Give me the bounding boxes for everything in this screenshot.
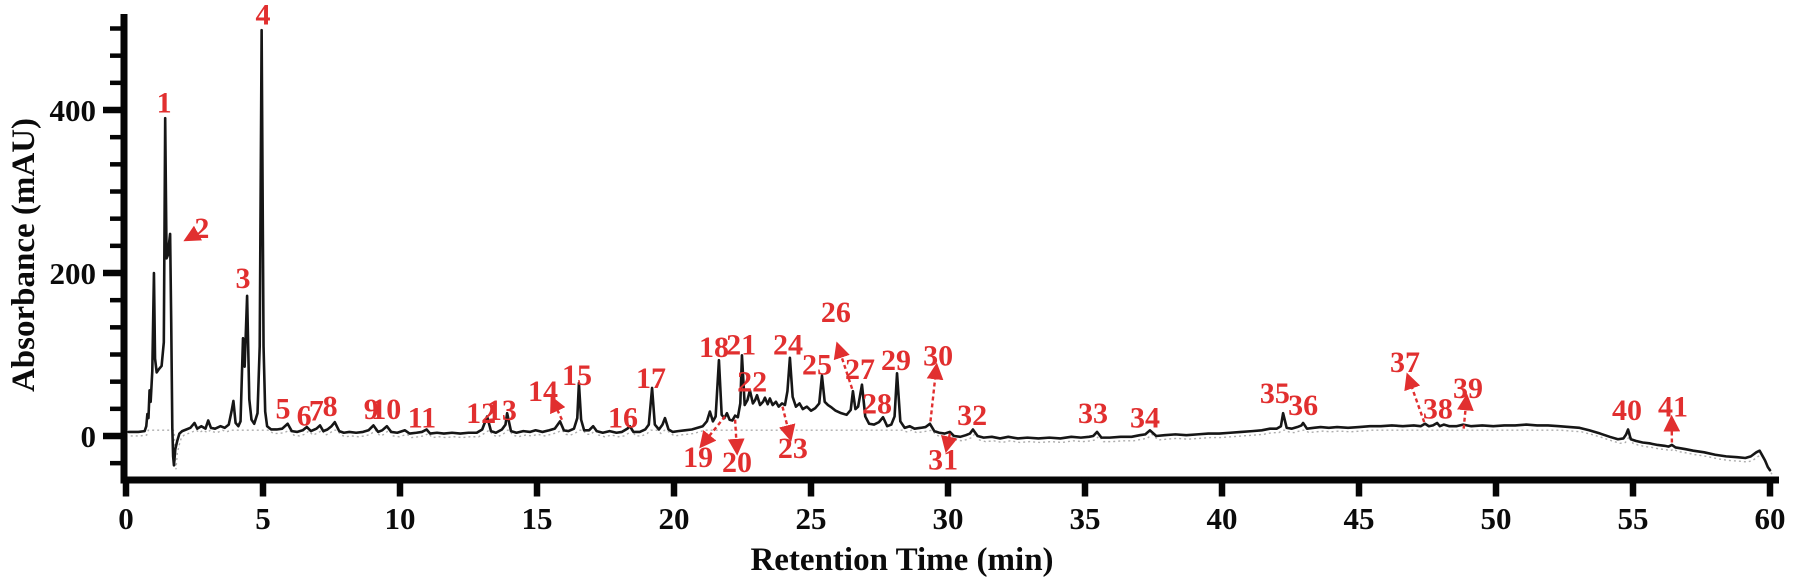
peak-label-1: 1 <box>157 87 172 120</box>
peak-label-19: 19 <box>683 441 713 474</box>
peak-label-22: 22 <box>737 365 767 398</box>
x-tick-label: 5 <box>255 501 271 536</box>
x-tick-label: 55 <box>1618 501 1649 536</box>
peak-label-38: 38 <box>1423 392 1453 425</box>
peak-label-12: 12 <box>466 397 496 430</box>
peak-label-24: 24 <box>773 329 803 362</box>
peak-label-25: 25 <box>802 348 832 381</box>
peak-label-14: 14 <box>528 375 558 408</box>
peak-label-15: 15 <box>562 359 592 392</box>
peak-label-39: 39 <box>1453 372 1483 405</box>
peak-label-17: 17 <box>636 362 666 395</box>
x-tick-label: 50 <box>1481 501 1512 536</box>
peak-arrow-26 <box>833 341 854 390</box>
peak-arrow-2 <box>183 225 203 242</box>
peak-label-40: 40 <box>1612 394 1642 427</box>
peak-label-13: 13 <box>487 394 517 427</box>
peak-arrow-37 <box>1404 372 1426 423</box>
peak-label-37: 37 <box>1390 346 1420 379</box>
x-tick-label: 25 <box>796 501 827 536</box>
trace-layer <box>127 28 1772 472</box>
peak-label-41: 41 <box>1658 391 1688 424</box>
y-tick-label: 400 <box>50 93 97 128</box>
peak-label-7: 7 <box>309 395 324 428</box>
x-tick-label: 10 <box>385 501 416 536</box>
y-axis-title: Absorbance (mAU) <box>6 118 42 392</box>
peak-arrow-19 <box>699 415 726 449</box>
x-tick-label: 30 <box>933 501 964 536</box>
peak-label-21: 21 <box>726 329 756 362</box>
peak-label-33: 33 <box>1078 397 1108 430</box>
peak-label-28: 28 <box>862 387 892 420</box>
peak-arrow-31 <box>941 433 958 454</box>
peak-label-6: 6 <box>297 400 312 433</box>
peak-label-20: 20 <box>722 446 752 479</box>
y-tick-label: 0 <box>81 419 97 454</box>
peak-label-30: 30 <box>923 339 953 372</box>
peak-label-23: 23 <box>778 432 808 465</box>
peak-label-29: 29 <box>881 344 911 377</box>
y-tick-label: 200 <box>50 256 97 291</box>
peak-label-31: 31 <box>928 444 958 477</box>
x-axis-title: Retention Time (min) <box>750 542 1053 578</box>
peak-label-34: 34 <box>1130 401 1160 434</box>
chromatogram-trace <box>127 28 1772 472</box>
peak-arrow-14 <box>550 395 566 421</box>
peak-label-26: 26 <box>821 296 851 329</box>
peak-arrow-23 <box>779 406 796 442</box>
peak-label-18: 18 <box>699 331 729 364</box>
x-tick-label: 60 <box>1755 501 1786 536</box>
peak-label-32: 32 <box>957 399 987 432</box>
peak-arrow-39 <box>1457 393 1474 429</box>
peak-label-9: 9 <box>364 393 379 426</box>
peak-label-5: 5 <box>276 392 291 425</box>
x-tick-label: 45 <box>1344 501 1375 536</box>
peak-arrow-20 <box>727 419 745 456</box>
x-tick-label: 40 <box>1207 501 1238 536</box>
x-tick-label: 20 <box>659 501 690 536</box>
peak-label-3: 3 <box>235 262 250 295</box>
peak-label-2: 2 <box>194 212 209 245</box>
peak-label-36: 36 <box>1288 389 1318 422</box>
x-tick-label: 0 <box>118 501 134 536</box>
peak-label-16: 16 <box>608 401 638 434</box>
peak-label-10: 10 <box>371 393 401 426</box>
peak-label-35: 35 <box>1260 377 1290 410</box>
peak-label-11: 11 <box>408 401 436 434</box>
x-tick-label: 15 <box>522 501 553 536</box>
peak-label-4: 4 <box>256 0 271 32</box>
peak-label-8: 8 <box>323 390 338 423</box>
x-tick-label: 35 <box>1070 501 1101 536</box>
peak-arrow-30 <box>926 362 944 422</box>
peak-label-27: 27 <box>845 353 875 386</box>
